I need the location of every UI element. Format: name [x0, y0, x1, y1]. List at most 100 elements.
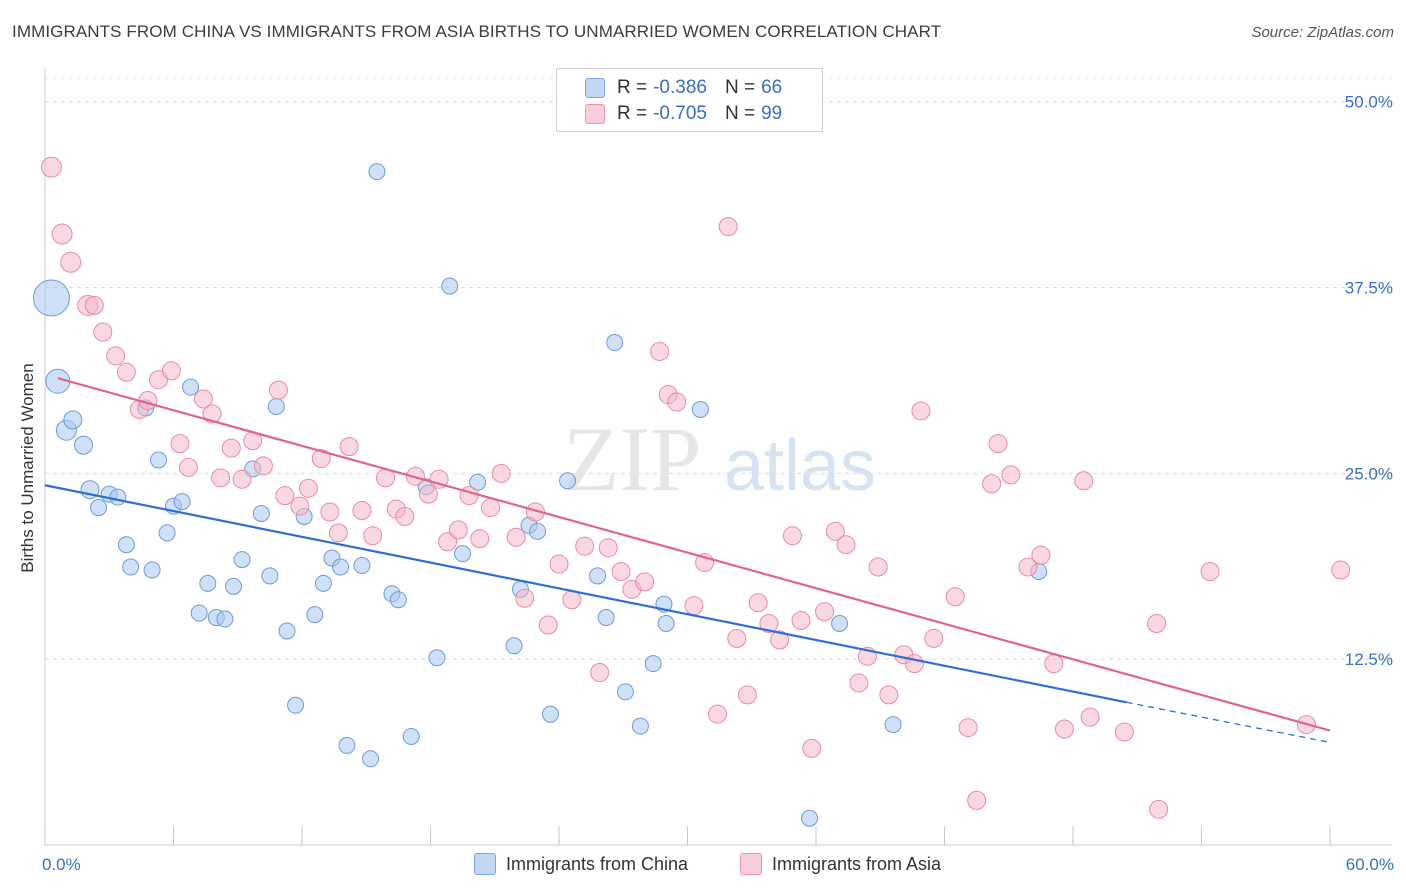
china-point: [589, 567, 607, 585]
china-trend-extension: [1126, 701, 1331, 744]
tick-labels: 12.5% 25.0% 37.5% 50.0% 0.0% 60.0%: [42, 93, 1394, 874]
china-point: [63, 410, 83, 430]
china-point: [505, 637, 523, 655]
asia-point: [562, 590, 582, 610]
china-point: [287, 696, 305, 714]
asia-point: [538, 615, 558, 635]
china-point: [831, 615, 849, 633]
series-legend-china: Immigrants from China: [474, 852, 688, 876]
asia-point: [575, 536, 595, 556]
asia-point: [590, 663, 610, 683]
y-tick-label: 25.0%: [1345, 464, 1393, 483]
china-point: [691, 400, 709, 418]
asia-point: [311, 449, 331, 468]
asia-point: [232, 469, 252, 489]
legend-swatch-china: [585, 78, 605, 98]
asia-point: [480, 498, 500, 518]
china-point: [657, 615, 675, 633]
china-point: [252, 505, 270, 523]
asia-point: [836, 535, 856, 555]
asia-point: [849, 673, 869, 693]
china-point: [606, 334, 624, 352]
x-tick-label: 0.0%: [42, 855, 81, 874]
asia-point: [988, 434, 1008, 454]
asia-point: [611, 561, 631, 581]
asia-point: [967, 790, 987, 810]
asia-point: [1054, 719, 1074, 739]
legend-r-value: -0.705: [653, 103, 707, 124]
asia-point: [782, 526, 802, 546]
china-point: [233, 551, 251, 569]
asia-point: [650, 341, 670, 361]
asia-point: [1147, 614, 1167, 634]
asia-point: [40, 156, 62, 178]
asia-point: [1074, 471, 1094, 491]
asia-point: [825, 521, 845, 541]
asia-point: [429, 469, 449, 489]
asia-trend-line: [57, 377, 1331, 732]
asia-point: [268, 380, 288, 400]
asia-point: [298, 478, 318, 498]
asia-point: [211, 468, 231, 488]
watermark-zip: ZIP: [563, 408, 701, 510]
asia-point: [253, 456, 273, 476]
legend-n-value: 99: [761, 103, 783, 124]
asia-point: [328, 523, 348, 543]
series-label-asia: Immigrants from Asia: [772, 853, 942, 874]
asia-point: [170, 434, 190, 454]
source-label: Source: ZipAtlas.com: [1251, 24, 1394, 41]
china-point: [216, 610, 234, 628]
asia-point: [791, 611, 811, 631]
china-point: [441, 277, 459, 295]
china-point: [199, 574, 217, 592]
asia-point: [737, 685, 757, 705]
asia-point: [1031, 545, 1051, 565]
series-label-china: Immigrants from China: [506, 853, 689, 874]
asia-point: [727, 628, 747, 648]
asia-point: [1080, 707, 1100, 727]
china-point: [90, 499, 108, 517]
asia-point: [116, 362, 136, 382]
china-point: [74, 435, 94, 455]
legend-swatch-asia: [585, 104, 605, 124]
series-swatch-china: [474, 853, 496, 875]
asia-point: [106, 346, 126, 366]
asia-point: [635, 572, 655, 592]
y-tick-label: 12.5%: [1345, 650, 1393, 669]
china-point: [190, 604, 208, 622]
x-tick-label: 60.0%: [1346, 855, 1394, 874]
asia-point: [339, 437, 359, 457]
asia-point: [161, 361, 181, 381]
china-point: [150, 451, 168, 469]
china-point: [143, 561, 161, 579]
asia-point: [178, 457, 198, 477]
china-point: [616, 683, 634, 701]
legend-r-label: R =: [617, 103, 648, 124]
china-point: [469, 473, 487, 491]
legend-row-china: R = -0.386 N = 66: [585, 77, 782, 99]
china-point: [182, 378, 200, 396]
china-point: [529, 522, 547, 540]
asia-point: [945, 587, 965, 607]
asia-point: [1001, 465, 1021, 485]
asia-point: [549, 554, 569, 574]
china-point: [454, 545, 472, 563]
asia-point: [418, 484, 438, 504]
asia-point: [438, 532, 458, 552]
y-tick-label: 37.5%: [1345, 279, 1393, 298]
asia-point: [1200, 561, 1220, 581]
asia-point: [506, 527, 526, 547]
asia-point: [707, 704, 727, 724]
china-point: [389, 591, 407, 609]
legend-r-value: -0.386: [653, 77, 707, 98]
data-points: [32, 156, 1351, 827]
asia-point: [1331, 560, 1351, 580]
china-point: [541, 705, 559, 723]
asia-point: [802, 738, 822, 758]
china-point: [368, 163, 386, 181]
asia-point: [193, 389, 213, 409]
watermark: ZIP atlas: [563, 408, 876, 510]
asia-point: [290, 496, 310, 516]
legend-n-value: 66: [761, 77, 783, 98]
china-point: [261, 567, 279, 585]
